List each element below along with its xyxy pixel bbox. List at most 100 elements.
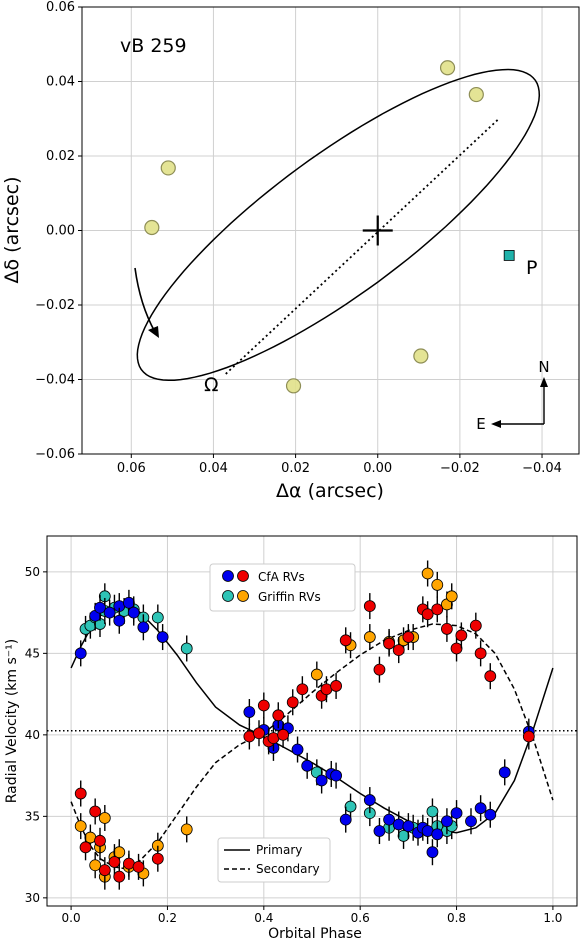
rv-ytick-label: 50 <box>25 565 40 579</box>
cfa-secondary-point <box>392 644 405 656</box>
legend-griffin-label: Griffin RVs <box>258 590 321 604</box>
cfa-secondary-point <box>94 834 106 847</box>
orbit-ytick-label: 0.00 <box>46 224 75 239</box>
cfa-primary-point <box>431 828 444 841</box>
line-of-nodes <box>225 118 500 375</box>
cfa-secondary-point <box>373 663 386 676</box>
cfa-secondary-point <box>132 860 145 873</box>
rv-ytick-label: 35 <box>25 809 40 823</box>
cfa-secondary-point <box>253 727 265 740</box>
cfa-secondary-point <box>450 642 463 655</box>
rv-xtick-label: 1.0 <box>543 911 562 925</box>
rv-grid <box>47 536 577 906</box>
rv-xtick-label: 0.2 <box>158 911 177 925</box>
cfa-primary-point <box>373 825 386 837</box>
cfa-secondary-point <box>89 805 102 818</box>
cfa-primary-point <box>315 774 328 787</box>
cfa-secondary-point <box>441 623 453 635</box>
orbit-observation-point <box>413 348 429 364</box>
cfa-secondary-point <box>257 699 270 712</box>
orbit-ellipse <box>136 68 541 382</box>
cfa-primary-point <box>474 802 487 815</box>
griffin-primary-point <box>426 805 439 818</box>
griffin-secondary-point <box>113 846 126 859</box>
cfa-secondary-point <box>383 637 395 650</box>
griffin-secondary-point <box>310 668 323 681</box>
cfa-primary-point <box>392 818 405 831</box>
rv-ylabel: Radial Velocity (km s⁻¹) <box>4 639 20 803</box>
griffin-secondary-point <box>98 812 111 824</box>
cfa-secondary-point <box>330 680 342 692</box>
cfa-secondary-point <box>151 852 164 865</box>
griffin-primary-point <box>344 800 357 813</box>
cfa-primary-point <box>339 813 352 826</box>
rv-xtick-label: 0.0 <box>62 911 81 925</box>
legend-cfa-blue-marker <box>222 570 234 582</box>
cfa-primary-point <box>498 766 511 779</box>
griffin-primary-point <box>397 830 410 842</box>
cfa-secondary-point <box>339 634 352 647</box>
orbit-xtick-label: 0.04 <box>199 461 228 476</box>
cfa-secondary-point <box>484 670 497 683</box>
cfa-primary-point <box>103 606 116 619</box>
rv-ticks: 0.0 0.2 0.4 0.6 0.8 1.0 30 35 40 45 50 <box>25 565 563 925</box>
motion-arrow-icon <box>134 267 156 333</box>
rv-ytick-label: 30 <box>25 891 40 905</box>
orbit-ytick-label: 0.04 <box>46 75 75 90</box>
cfa-secondary-point <box>455 629 468 642</box>
orbit-content <box>136 60 541 394</box>
cfa-primary-point <box>363 794 376 806</box>
cfa-primary-point <box>137 621 150 634</box>
cfa-secondary-point <box>469 619 482 632</box>
periastron-marker <box>503 250 515 261</box>
griffin-primary-point <box>151 611 164 624</box>
node-label: Ω <box>204 374 219 396</box>
compass-icon <box>491 377 548 428</box>
orbit-ytick-label: −0.06 <box>35 447 75 462</box>
rv-line-legend: Primary Secondary <box>217 837 331 883</box>
griffin-secondary-point <box>431 578 444 591</box>
cfa-primary-point <box>94 601 106 614</box>
cfa-secondary-point <box>108 856 121 868</box>
cfa-secondary-point <box>402 631 415 643</box>
rv-ytick-label: 40 <box>25 728 40 742</box>
cfa-secondary-point <box>421 608 434 621</box>
cfa-primary-point <box>243 706 256 718</box>
cfa-secondary-point <box>431 603 444 616</box>
griffin-secondary-point <box>421 567 434 580</box>
orbit-xtick-label: 0.02 <box>281 461 310 476</box>
cfa-primary-point <box>426 846 439 859</box>
rv-marker-legend: CfA RVs Griffin RVs <box>209 563 356 612</box>
motion-arrowhead-icon <box>148 326 159 338</box>
legend-primary-label: Primary <box>256 843 302 857</box>
griffin-secondary-point <box>363 631 376 643</box>
orbit-panel: 0.06 0.04 0.02 0.00 −0.02 −0.04 0.06 0.04 0.02 0.… <box>1 0 580 502</box>
cfa-secondary-point <box>113 870 126 883</box>
cfa-primary-point <box>484 808 497 821</box>
cfa-secondary-point <box>272 709 285 722</box>
orbit-observation-point <box>144 219 160 236</box>
orbit-observation-point <box>468 86 484 103</box>
cfa-secondary-point <box>522 730 535 743</box>
cfa-primary-point <box>450 807 463 819</box>
orbit-observation-point <box>160 160 176 176</box>
cfa-primary-point <box>291 743 304 756</box>
orbit-ylabel: Δδ (arcsec) <box>1 176 23 283</box>
orbit-ytick-label: 0.06 <box>46 0 75 15</box>
cfa-primary-point <box>330 769 342 782</box>
griffin-secondary-point <box>445 590 458 603</box>
orbit-ytick-label: 0.02 <box>46 149 75 164</box>
cfa-primary-point <box>441 815 453 828</box>
cfa-primary-point <box>127 606 140 619</box>
cfa-secondary-point <box>286 696 299 709</box>
cfa-secondary-point <box>277 728 289 741</box>
orbit-ytick-label: −0.04 <box>35 373 75 388</box>
cfa-primary-point <box>301 759 314 772</box>
orbit-xlabel: Δα (arcsec) <box>276 480 384 502</box>
cfa-secondary-point <box>74 787 87 800</box>
orbit-xtick-label: −0.04 <box>522 461 562 476</box>
compass-east-label: E <box>476 415 485 433</box>
cfa-secondary-point <box>363 600 376 612</box>
cfa-primary-point <box>74 647 87 660</box>
orbit-observation-point <box>285 378 302 394</box>
